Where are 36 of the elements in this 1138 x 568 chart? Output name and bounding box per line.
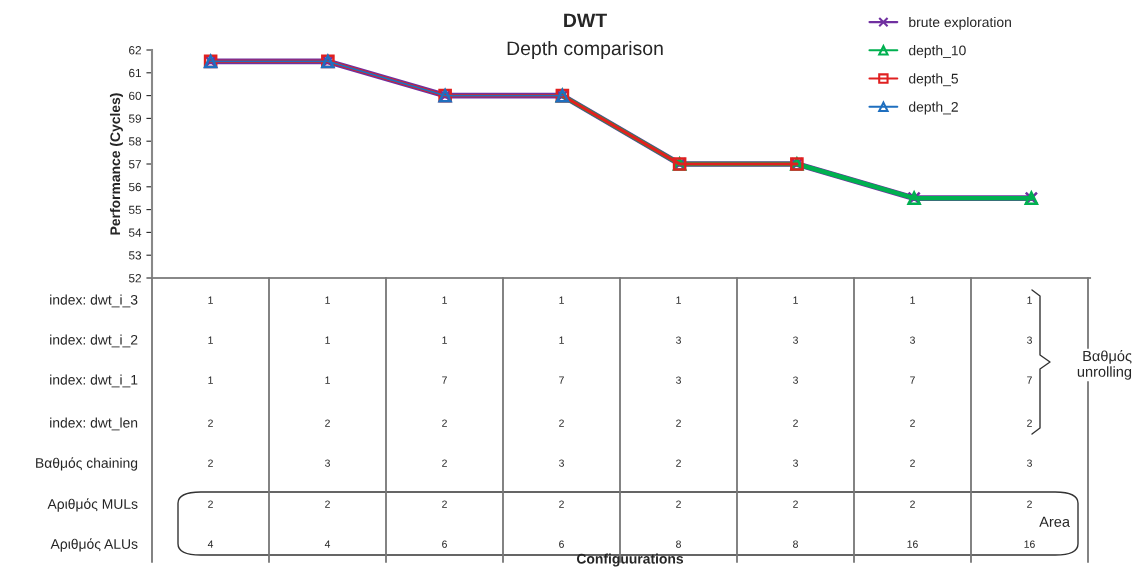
category-label: 1 3 7 2 2 2 16 — [907, 296, 918, 548]
y-tick-label: 52 — [128, 274, 141, 283]
text: Configuurations — [576, 553, 684, 567]
legend-label: depth_10 — [908, 45, 966, 59]
y-tick-label: 55 — [128, 205, 142, 214]
y-tick-label: 57 — [128, 160, 141, 169]
chart-subtitle: Depth comparison — [507, 40, 663, 60]
legend-label: depth_5 — [908, 73, 959, 87]
text: Βαθμός unrolling — [1077, 350, 1132, 380]
text: Αριθμός ALUs — [50, 538, 138, 552]
legend-label: depth_2 — [908, 101, 958, 115]
category-label: 1 3 7 2 3 2 16 — [1024, 296, 1035, 548]
y-tick-label: 56 — [128, 182, 142, 192]
y-tick-label: 62 — [129, 46, 141, 55]
y-tick-label: 54 — [128, 228, 142, 237]
text: index: dwt_i_1 — [50, 374, 138, 388]
text: Αριθμός MULs — [47, 498, 138, 512]
y-tick-label: 60 — [129, 91, 142, 100]
category-label: 1 1 1 2 2 2 4 — [207, 296, 214, 548]
category-label: 1 1 1 2 3 2 4 — [324, 296, 331, 548]
y-tick-label: 61 — [129, 68, 142, 78]
chart-title: DWT — [564, 13, 607, 28]
category-label: 1 3 3 2 3 2 8 — [793, 296, 798, 548]
text: index: dwt_i_3 — [50, 294, 138, 308]
y-tick-label: 59 — [128, 114, 142, 123]
y-axis-title: Performance (Cycles) — [109, 93, 123, 235]
category-label: 1 1 7 2 2 2 6 — [442, 296, 447, 548]
text: Area — [1039, 516, 1070, 527]
y-tick-label: 58 — [128, 137, 142, 146]
category-label: 1 1 7 2 3 2 6 — [559, 296, 564, 548]
text: index: dwt_len — [50, 417, 138, 431]
legend-label: brute exploration — [909, 16, 1011, 30]
y-tick-label: 53 — [128, 251, 142, 260]
category-label: 1 3 3 2 2 2 8 — [676, 296, 681, 548]
text: Βαθμός chaining — [36, 457, 138, 471]
text: index: dwt_i_2 — [50, 334, 138, 348]
